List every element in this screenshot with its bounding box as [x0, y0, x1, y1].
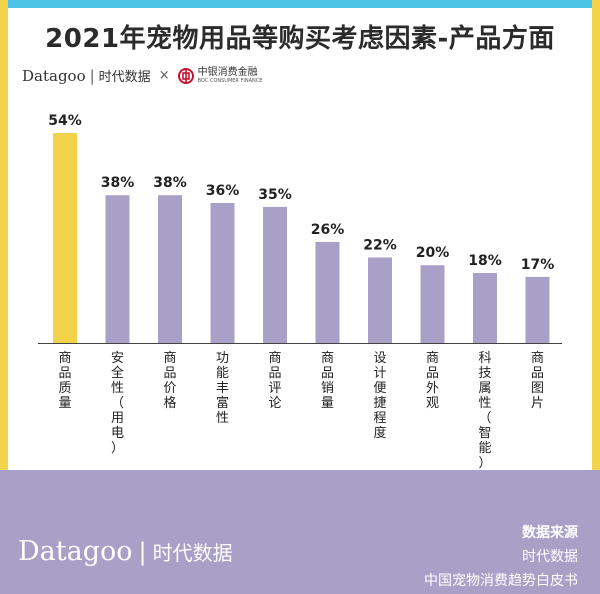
bar-value-label: 17% [521, 257, 555, 273]
header-brand-row: Datagoo | 时代数据 × 中银消费金融 BOC CONSUMER FIN… [22, 66, 263, 86]
bar [368, 257, 392, 343]
data-source-block: 数据来源 时代数据 中国宠物消费趋势白皮书 [424, 522, 578, 594]
footer-brand-divider: | [138, 537, 147, 566]
category-label: 安全性（用电） [111, 351, 124, 456]
source-title: 数据来源 [522, 525, 578, 541]
bar-value-label: 20% [416, 245, 450, 261]
footer-datagoo-logo-cn: 时代数据 [152, 541, 233, 565]
footer-band [0, 470, 600, 594]
bar [315, 241, 340, 343]
category-label: 商品价格 [163, 351, 176, 411]
bar [420, 265, 445, 343]
boc-logo-icon [177, 67, 194, 84]
category-label: 商品外观 [426, 351, 439, 411]
bar [525, 276, 550, 343]
source-line-1: 时代数据 [522, 549, 578, 565]
boc-name-cn: 中银消费金融 [197, 66, 258, 78]
category-label: 商品评论 [268, 351, 281, 411]
top-frame-strip [0, 0, 600, 8]
footer-datagoo-logo-text: Datagoo [18, 536, 133, 567]
brand-divider: | [89, 66, 95, 85]
category-label: 科技属性（智能） [478, 351, 491, 470]
bar [263, 206, 287, 343]
category-label: 设计便捷程度 [373, 351, 386, 441]
bar-value-label: 38% [101, 175, 135, 191]
bar [210, 203, 235, 343]
bar [53, 133, 77, 343]
datagoo-logo-cn: 时代数据 [98, 70, 151, 85]
bar-value-label: 22% [363, 237, 397, 253]
bar [473, 273, 497, 343]
category-label: 商品质量 [58, 351, 71, 411]
footer-brand: Datagoo | 时代数据 [18, 536, 233, 567]
bar-value-label: 38% [153, 175, 187, 191]
boc-name-en: BOC CONSUMER FINANCE [197, 77, 263, 84]
right-frame-strip [592, 0, 600, 470]
bar-value-label: 35% [258, 187, 292, 203]
bar-value-label: 36% [206, 183, 240, 199]
boc-logo-text: 中银消费金融 BOC CONSUMER FINANCE [197, 66, 263, 84]
bar-value-label: 18% [468, 253, 502, 269]
left-frame-strip [0, 0, 8, 470]
datagoo-logo-text: Datagoo [22, 66, 86, 85]
source-line-2: 中国宠物消费趋势白皮书 [424, 573, 578, 589]
bar [105, 195, 130, 343]
bar-value-label: 26% [311, 222, 345, 238]
bar-chart: 54% 商品质量 38% 安全性（用电） 38% 商品价格 36% 功能丰富性 35% 商品评论 2… [38, 113, 562, 470]
category-label: 商品销量 [321, 351, 334, 411]
chart-title: 2021年宠物用品等购买考虑因素-产品方面 [45, 24, 555, 54]
category-label: 商品图片 [531, 351, 544, 411]
bar [158, 195, 182, 343]
brand-separator: × [158, 68, 170, 83]
bar-value-label: 54% [48, 113, 82, 129]
category-label: 功能丰富性 [216, 351, 229, 426]
